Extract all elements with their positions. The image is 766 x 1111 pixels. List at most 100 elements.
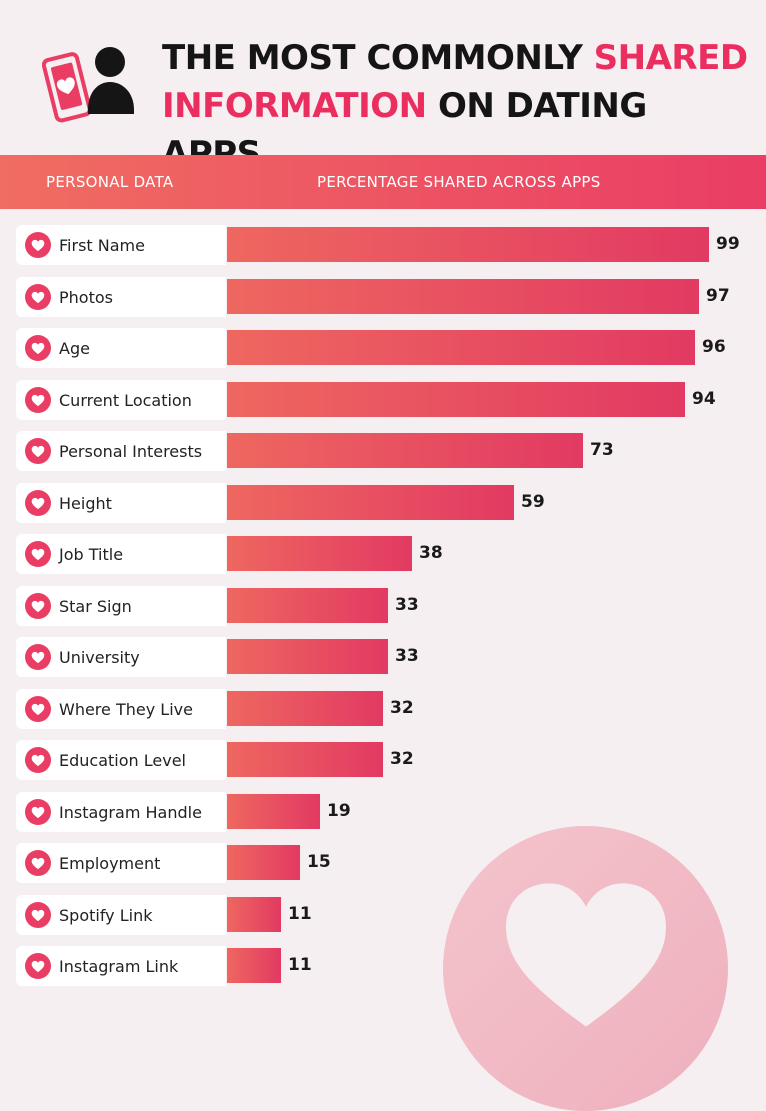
category-label-box: Spotify Link: [16, 894, 226, 935]
data-bar: [227, 742, 383, 777]
heart-icon: [25, 850, 51, 876]
page-title: THE MOST COMMONLY SHARED INFORMATION ON …: [162, 34, 752, 178]
chart-row: First Name 99: [0, 223, 766, 267]
data-bar: [227, 330, 695, 365]
category-label: Current Location: [59, 390, 192, 410]
data-label: 38: [419, 543, 443, 563]
phone-heart-person-icon: [42, 47, 134, 123]
category-label-box: Star Sign: [16, 585, 226, 626]
heart-icon: [25, 438, 51, 464]
chart-row: Star Sign 33: [0, 584, 766, 628]
heart-icon: [25, 232, 51, 258]
category-label: Star Sign: [59, 596, 132, 616]
category-label: Age: [59, 339, 90, 358]
data-label: 32: [390, 697, 414, 718]
category-label: Job Title: [59, 545, 124, 564]
data-label: 33: [395, 594, 419, 615]
data-bar: [227, 690, 383, 726]
category-label-box: Instagram Link: [16, 946, 226, 986]
category-label-box: Job Title: [16, 534, 226, 574]
category-label-box: Where They Live: [16, 688, 226, 729]
chart-row: Personal Interests 73: [0, 429, 766, 473]
data-label: 19: [327, 800, 351, 821]
heart-icon: [25, 901, 51, 928]
title-highlight: SHARED: [593, 38, 748, 78]
data-bar: [227, 227, 709, 262]
data-label: 96: [702, 337, 726, 357]
category-label: Instagram Handle: [59, 802, 202, 822]
header-personal-data: PERSONAL DATA: [46, 173, 174, 191]
chart-row: Current Location 94: [0, 378, 766, 422]
category-label-box: University: [16, 637, 226, 677]
heart-icon: [25, 695, 51, 722]
heart-icon: [25, 489, 51, 516]
header-percentage: PERCENTAGE SHARED ACROSS APPS: [317, 173, 601, 191]
data-bar: [227, 845, 300, 880]
heart-icon: [25, 747, 51, 773]
category-label: Instagram Link: [59, 957, 179, 976]
chart-row: Instagram Link 11: [0, 944, 766, 988]
data-bar: [227, 948, 281, 983]
heart-icon: [25, 283, 51, 310]
heart-icon: [25, 644, 51, 670]
table-header: PERSONAL DATA PERCENTAGE SHARED ACROSS A…: [0, 155, 766, 209]
category-label-box: Age: [16, 328, 226, 368]
category-label-box: Height: [16, 482, 226, 523]
category-label-box: First Name: [16, 225, 226, 265]
category-label-box: Employment: [16, 843, 226, 883]
category-label: Education Level: [59, 751, 186, 770]
data-bar: [227, 639, 388, 674]
data-bar: [227, 381, 685, 417]
category-label-box: Education Level: [16, 740, 226, 780]
category-label: Employment: [59, 854, 161, 873]
data-label: 94: [692, 388, 716, 409]
category-label: Where They Live: [59, 699, 193, 719]
chart-row: University 33: [0, 635, 766, 679]
chart-row: Spotify Link 11: [0, 893, 766, 937]
data-label: 99: [716, 234, 740, 254]
data-label: 11: [288, 903, 312, 924]
data-label: 15: [307, 852, 331, 872]
chart-row: Photos 97: [0, 275, 766, 319]
data-bar: [227, 278, 699, 314]
data-bar: [227, 433, 583, 468]
title-highlight: INFORMATION: [162, 86, 427, 126]
data-bar: [227, 793, 320, 829]
category-label: First Name: [59, 236, 145, 255]
category-label: Photos: [59, 287, 113, 307]
data-label: 73: [590, 440, 614, 460]
data-label: 32: [390, 749, 414, 769]
data-bar: [227, 896, 281, 932]
category-label-box: Instagram Handle: [16, 791, 226, 832]
category-label: Spotify Link: [59, 905, 153, 925]
chart-row: Employment 15: [0, 841, 766, 885]
heart-icon: [25, 798, 51, 825]
data-label: 33: [395, 646, 419, 666]
heart-icon: [25, 335, 51, 361]
chart-row: Instagram Handle 19: [0, 790, 766, 834]
heart-icon: [25, 592, 51, 619]
data-bar: [227, 484, 514, 520]
heart-decoration-icon: [506, 883, 666, 1027]
category-label-box: Photos: [16, 276, 226, 317]
chart-row: Where They Live 32: [0, 687, 766, 731]
title-line-1: THE MOST COMMONLY SHARED: [162, 34, 752, 82]
chart-row: Job Title 38: [0, 532, 766, 576]
data-label: 11: [288, 955, 312, 975]
title-text: THE MOST COMMONLY: [162, 38, 594, 78]
category-label: University: [59, 648, 140, 667]
data-label: 59: [521, 491, 545, 512]
heart-icon: [25, 953, 51, 979]
heart-icon: [25, 541, 51, 567]
heart-icon: [25, 386, 51, 413]
data-label: 97: [706, 285, 730, 306]
category-label: Height: [59, 493, 112, 513]
chart-row: Height 59: [0, 481, 766, 525]
category-label: Personal Interests: [59, 442, 203, 461]
data-bar: [227, 587, 388, 623]
category-label-box: Current Location: [16, 379, 226, 420]
chart-row: Education Level 32: [0, 738, 766, 782]
chart-row: Age 96: [0, 326, 766, 370]
category-label-box: Personal Interests: [16, 431, 226, 471]
data-bar: [227, 536, 412, 571]
